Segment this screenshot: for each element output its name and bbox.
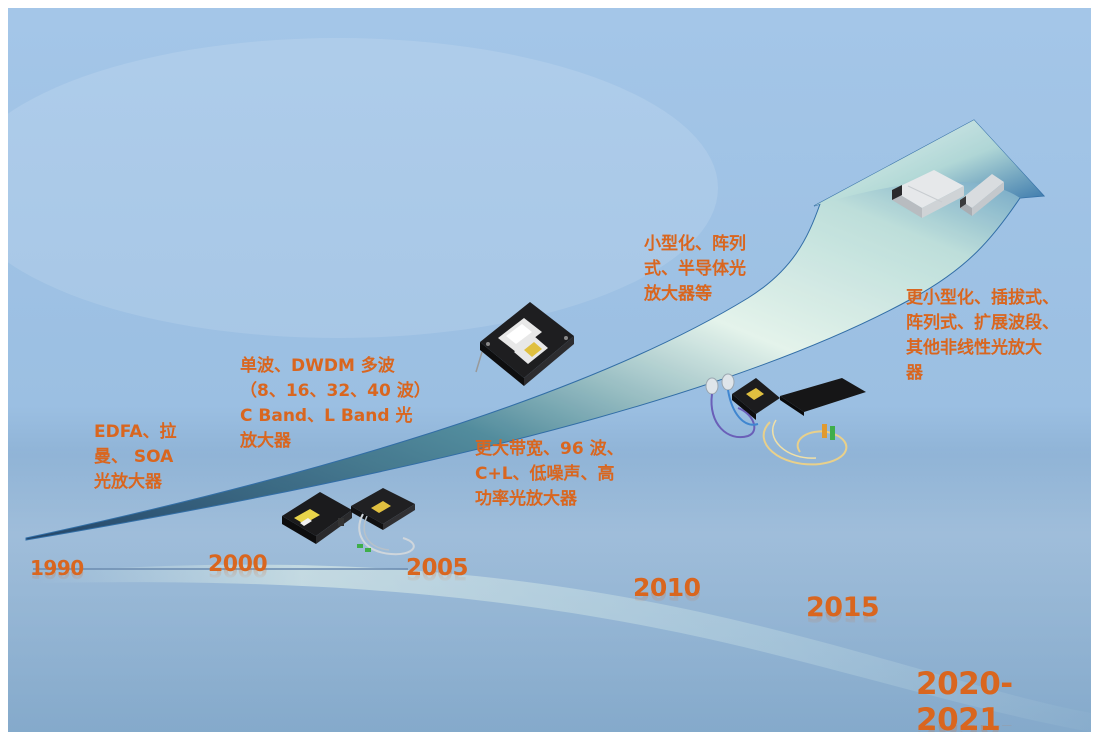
milestone-2010: 小型化、阵列 式、半导体光 放大器等 — [644, 232, 746, 307]
edfa-module-black-icon — [282, 492, 352, 544]
milestone-2005: 更大带宽、96 波、 C+L、低噪声、高 功率光放大器 — [475, 437, 624, 512]
year-2015: 20152015 — [806, 592, 880, 627]
milestone-line: C Band、L Band 光 — [240, 406, 413, 426]
milestone-line: 阵列式、扩展波段、 — [906, 313, 1059, 333]
milestone-line: C+L、低噪声、高 — [475, 464, 615, 484]
milestone-line: EDFA、拉 — [94, 422, 177, 442]
year-2005: 20052005 — [406, 555, 469, 584]
milestone-2000: 单波、DWDM 多波 （8、16、32、40 波） C Band、L Band … — [240, 354, 431, 454]
milestone-line: 功率光放大器 — [475, 489, 577, 509]
milestone-line: 小型化、阵列 — [644, 234, 746, 254]
sfp-transceiver-icon — [960, 174, 1004, 216]
milestone-line: 器 — [906, 363, 923, 383]
planar-amplifier-icon — [762, 378, 866, 466]
milestone-line: 曼、 SOA — [94, 447, 174, 467]
milestone-line: 放大器 — [240, 431, 291, 451]
milestone-line: 单波、DWDM 多波 — [240, 356, 395, 376]
milestone-2015: 更小型化、插拔式、 阵列式、扩展波段、 其他非线性光放大 器 — [906, 286, 1059, 386]
milestone-line: 更小型化、插拔式、 — [906, 288, 1059, 308]
pump-module-icon — [475, 302, 574, 386]
year-2000: 20002000 — [208, 552, 268, 580]
cfp-transceiver-icon — [892, 170, 964, 218]
milestone-line: 式、半导体光 — [644, 259, 746, 279]
year-1990: 19901990 — [30, 556, 84, 583]
milestone-line: 更大带宽、96 波、 — [475, 439, 624, 459]
year-2020-2021: 2020-20212020-2021 — [916, 666, 1013, 732]
pigtail-module-icon — [705, 373, 780, 439]
milestone-line: （8、16、32、40 波） — [240, 381, 431, 401]
year-2010: 20102010 — [633, 573, 701, 605]
milestone-line: 其他非线性光放大 — [906, 338, 1042, 358]
milestone-line: 光放大器 — [94, 472, 162, 492]
milestone-1990: EDFA、拉 曼、 SOA 光放大器 — [94, 420, 177, 495]
edfa-module-fiber-icon — [351, 488, 415, 556]
milestone-line: 放大器等 — [644, 284, 712, 304]
timeline-diagram: 19901990 20002000 20052005 20102010 2015… — [8, 8, 1091, 732]
